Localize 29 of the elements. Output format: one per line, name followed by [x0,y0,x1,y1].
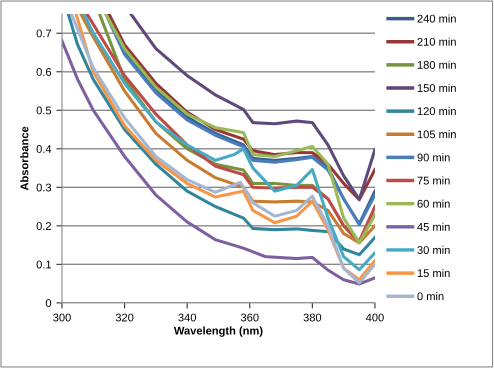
legend-label: 60 min [418,200,450,208]
legend-label: 90 min [417,153,450,162]
x-tick-label: 340 [178,314,196,322]
x-tick-label: 400 [366,314,384,322]
legend-label: 240 min [418,14,456,23]
y-tick-label: 0 [46,299,52,307]
x-axis-title: Wavelength (nm) [174,326,262,337]
legend-label: 0 min [417,292,444,300]
y-tick-label: 0.6 [36,68,52,76]
legend-label: 210 min [418,38,456,46]
legend-label: 30 min [417,246,450,254]
y-tick-label: 0.2 [36,222,52,230]
legend-label: 15 min [418,268,450,278]
y-tick-label: 0.7 [36,30,52,38]
y-tick-label: 0.5 [36,106,52,114]
y-axis-title: Absorbance [20,126,28,190]
legend-label: 45 min [417,222,450,231]
y-tick-label: 0.1 [36,260,52,268]
x-tick-label: 300 [53,314,71,322]
legend-label: 120 min [418,106,456,116]
legend-label: 75 min [418,176,450,185]
x-tick-label: 320 [116,314,134,322]
legend-label: 150 min [418,84,456,92]
legend-label: 105 min [418,130,456,138]
y-tick-label: 0.3 [36,184,52,192]
legend-label: 180 min [418,60,456,69]
x-tick-label: 360 [240,314,259,322]
y-tick-label: 0.4 [36,145,52,153]
x-tick-label: 380 [304,314,322,322]
